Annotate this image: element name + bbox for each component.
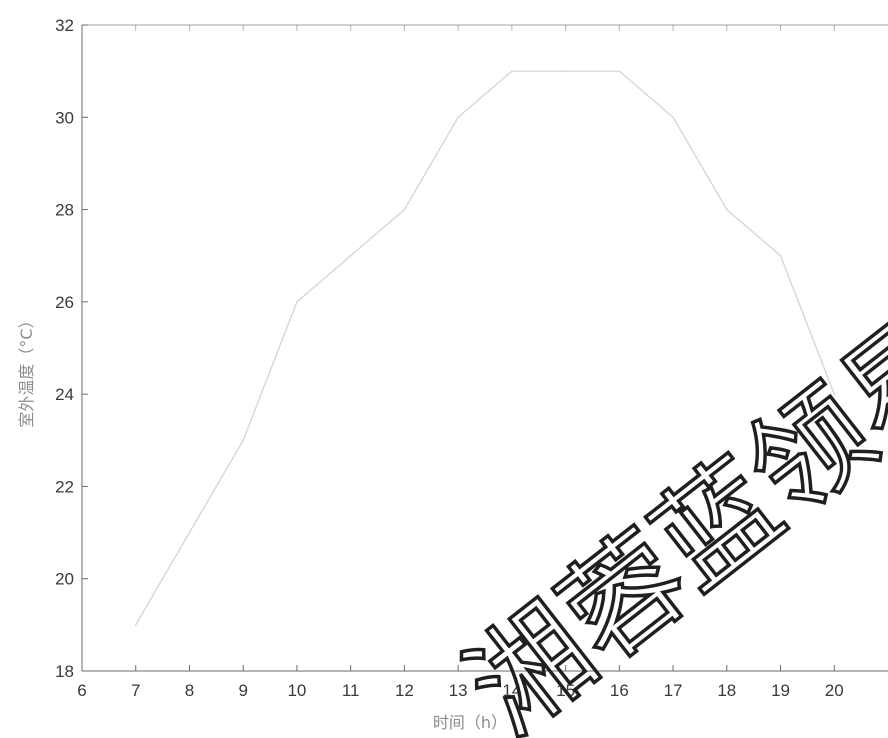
- x-tick-label: 6: [77, 681, 86, 700]
- x-tick-label: 20: [825, 681, 844, 700]
- x-tick-label: 8: [185, 681, 194, 700]
- x-tick-label: 14: [502, 681, 521, 700]
- x-tick-label: 10: [287, 681, 306, 700]
- data-point: [779, 254, 782, 257]
- x-tick-label: 16: [610, 681, 629, 700]
- y-tick-label: 26: [55, 293, 74, 312]
- x-tick-label: 7: [131, 681, 140, 700]
- data-point: [672, 116, 674, 119]
- y-axis-title: 室外温度（°C）: [17, 312, 36, 427]
- data-point: [511, 70, 513, 72]
- data-point: [242, 439, 244, 442]
- x-tick-label: 17: [664, 681, 683, 700]
- y-tick-label: 18: [55, 662, 74, 681]
- data-point: [134, 624, 137, 626]
- data-point: [296, 301, 298, 303]
- x-axis-title: 时间（h）: [433, 713, 507, 732]
- x-tick-label: 13: [449, 681, 468, 700]
- x-tick-label: 12: [395, 681, 414, 700]
- axes: [81, 24, 888, 672]
- x-tick-label: 19: [771, 681, 790, 700]
- y-tick-label: 24: [55, 385, 74, 404]
- data-point: [618, 70, 621, 72]
- y-tick-label: 32: [55, 16, 74, 35]
- x-tick-label: 18: [717, 681, 736, 700]
- data-point: [457, 116, 459, 119]
- series-line: [135, 70, 835, 626]
- data-point: [726, 208, 728, 211]
- x-tick-label: 15: [556, 681, 575, 700]
- data-point: [188, 531, 191, 534]
- x-tick-labels: 6 7 8 9 10 11 12 13 14 15 16 17 18 19 20: [77, 681, 843, 700]
- x-tick-label: 9: [238, 681, 247, 700]
- series-group: [134, 70, 836, 626]
- data-point: [833, 393, 836, 395]
- data-point: [403, 208, 406, 211]
- y-tick-label: 30: [55, 108, 74, 127]
- data-point: [564, 70, 567, 72]
- y-tick-label: 22: [55, 477, 74, 496]
- y-tick-label: 20: [55, 570, 74, 589]
- x-tick-label: 11: [342, 681, 360, 700]
- y-tick-labels: 18 20 22 24 26 28 30 32: [55, 16, 74, 681]
- data-point: [349, 254, 352, 257]
- y-tick-label: 28: [55, 201, 74, 220]
